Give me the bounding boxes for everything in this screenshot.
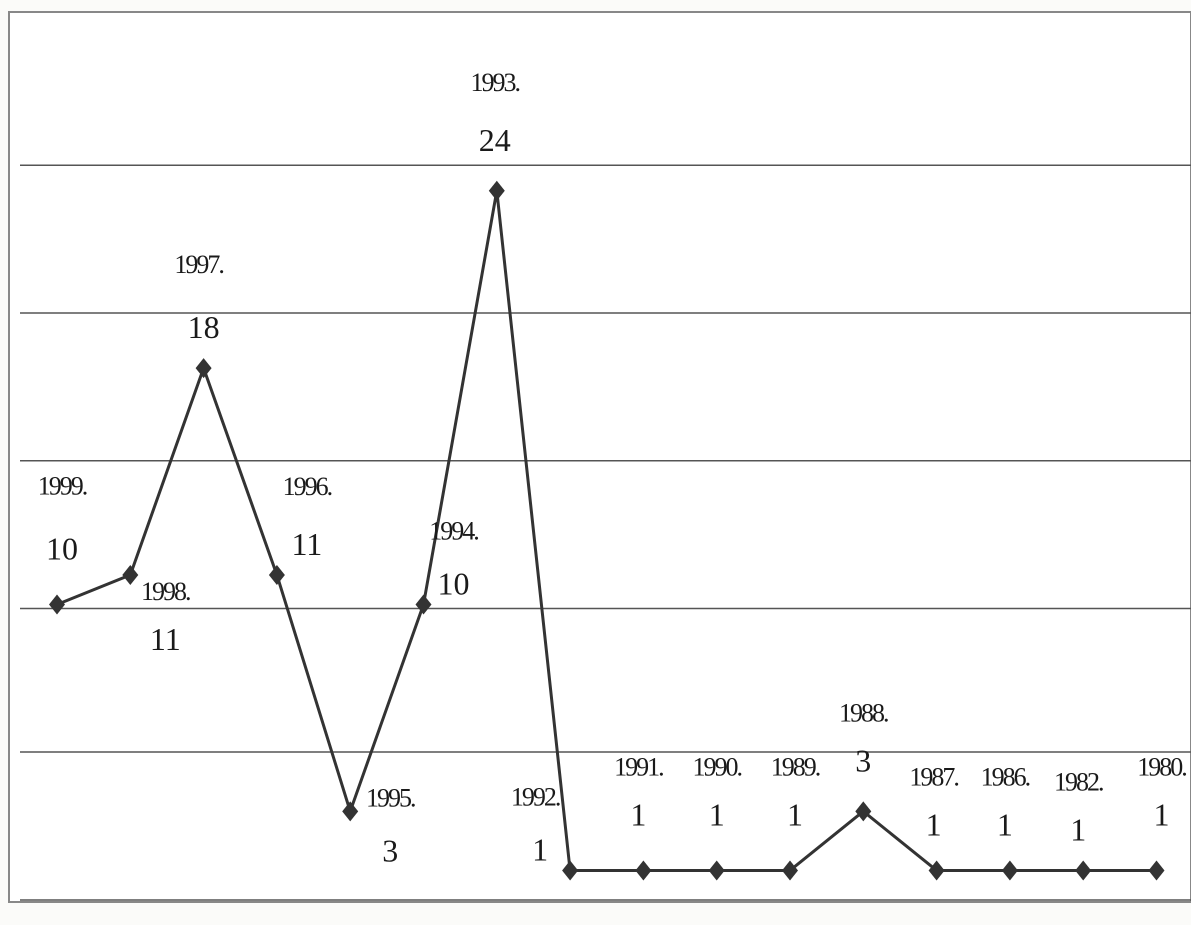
data-point-1998 [122, 564, 139, 585]
year-label-1993: 1993. [471, 68, 520, 97]
year-label-1994: 1994. [429, 517, 478, 546]
value-label-1999: 10 [46, 531, 78, 567]
data-point-1992 [562, 860, 579, 881]
year-label-1986: 1986. [981, 762, 1030, 791]
year-label-1992: 1992. [511, 782, 560, 811]
data-point-1987 [928, 860, 945, 881]
value-label-1990: 1 [709, 796, 725, 832]
year-label-1998: 1998. [141, 577, 190, 606]
data-point-1996 [268, 564, 285, 585]
data-point-1999 [49, 594, 65, 615]
plot-frame [8, 11, 1191, 903]
data-labels: 1999.101998.111997.181996.111995.31994.1… [38, 68, 1189, 869]
value-label-1996: 11 [291, 526, 322, 562]
data-point-1980 [1148, 860, 1165, 881]
data-point-1982 [1075, 860, 1092, 881]
series-polyline [56, 189, 1157, 872]
value-label-1986: 1 [997, 806, 1013, 842]
data-point-1989 [782, 860, 798, 881]
year-label-1991: 1991. [614, 752, 663, 781]
year-label-1980: 1980. [1137, 752, 1186, 781]
year-label-1989: 1989. [771, 752, 820, 781]
data-point-1986 [1001, 860, 1018, 881]
data-point-1990 [708, 860, 725, 881]
year-label-1987: 1987. [909, 762, 958, 791]
data-point-1988 [855, 801, 872, 822]
year-label-1982: 1982. [1054, 767, 1103, 796]
value-label-1992: 1 [532, 831, 548, 867]
value-label-1993: 24 [479, 122, 511, 158]
year-label-1999: 1999. [38, 472, 87, 501]
data-point-1994 [415, 594, 432, 615]
data-point-1993 [488, 180, 505, 201]
series-markers [49, 180, 1165, 881]
value-label-1987: 1 [926, 806, 942, 842]
value-label-1989: 1 [787, 796, 803, 832]
value-label-1982: 1 [1070, 811, 1086, 847]
value-label-1997: 18 [188, 309, 220, 345]
year-label-1988: 1988. [839, 698, 888, 727]
year-label-1997: 1997. [174, 250, 223, 279]
value-label-1995: 3 [382, 832, 398, 868]
year-label-1996: 1996. [283, 472, 332, 501]
data-point-1997 [195, 358, 212, 379]
year-label-1990: 1990. [692, 752, 741, 781]
value-label-1991: 1 [630, 796, 646, 832]
data-point-1991 [635, 860, 652, 881]
value-label-1980: 1 [1154, 796, 1170, 832]
value-label-1988: 3 [855, 742, 871, 778]
value-label-1994: 10 [438, 566, 470, 602]
value-label-1998: 11 [150, 621, 181, 657]
data-point-1995 [342, 801, 359, 822]
year-label-1995: 1995. [366, 783, 415, 812]
gridlines [20, 164, 1191, 901]
series-line [56, 189, 1157, 872]
